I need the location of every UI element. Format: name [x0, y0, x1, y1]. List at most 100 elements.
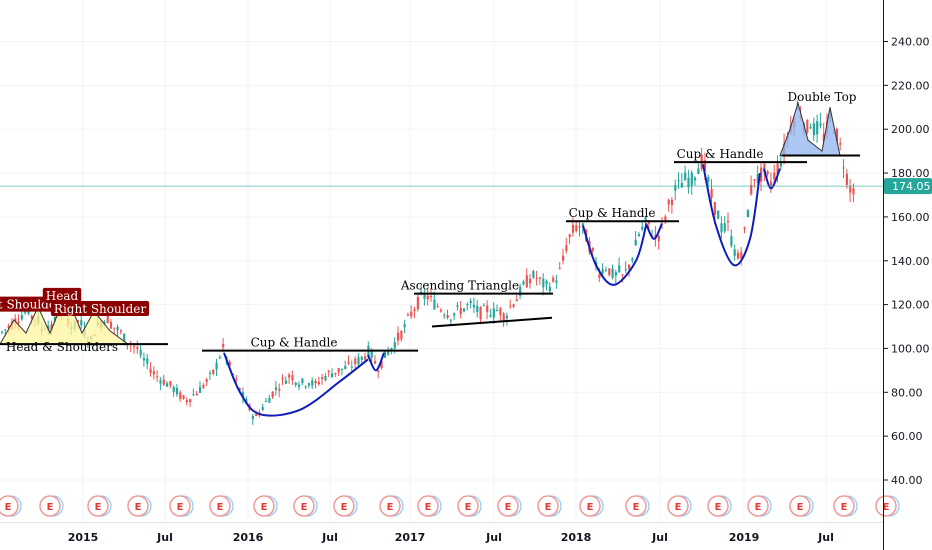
candle-body — [694, 177, 697, 181]
candle-body — [624, 269, 627, 271]
candle-body — [459, 308, 462, 315]
last-price-value: 174.05 — [892, 180, 931, 193]
candle-body — [113, 327, 116, 329]
candle-body — [208, 373, 212, 375]
pattern-label: Head & Shoulders — [6, 340, 118, 354]
candle-body — [443, 314, 446, 316]
earnings-marker[interactable] — [625, 495, 647, 517]
earnings-marker[interactable] — [379, 495, 401, 517]
candle-body — [637, 234, 641, 237]
candle-body — [133, 345, 136, 348]
candle-body — [750, 184, 753, 195]
earnings-marker[interactable] — [253, 495, 275, 517]
candle-body — [845, 173, 848, 185]
pattern-label: Ascending Triangle — [400, 278, 519, 292]
earnings-marker[interactable] — [417, 495, 439, 517]
candle-body — [545, 280, 548, 285]
candle-body — [202, 385, 205, 388]
earnings-symbol: E — [505, 502, 512, 513]
candle-body — [314, 381, 317, 384]
candle-body — [486, 305, 489, 312]
pattern-label: Cup & Handle — [251, 335, 338, 349]
candle-body — [575, 225, 578, 231]
y-axis[interactable]: 240.00 220.00 200.00 180.00 160.00 140.00 120.… — [883, 36, 930, 488]
x-tick-label: Jul — [485, 531, 502, 544]
candle-body — [542, 278, 545, 288]
candle-body — [621, 274, 624, 276]
candle-body — [182, 395, 185, 399]
candle-body — [456, 305, 459, 307]
earnings-marker[interactable] — [537, 495, 559, 517]
candle-body — [136, 347, 139, 350]
candle-body — [578, 226, 581, 228]
candle-body — [281, 378, 284, 380]
candle-body — [109, 321, 113, 329]
earnings-marker[interactable] — [747, 495, 769, 517]
x-tick-label: Jul — [817, 531, 834, 544]
trend-line[interactable] — [431, 316, 553, 328]
earnings-symbol: E — [883, 502, 890, 513]
candle-body — [139, 349, 142, 356]
candle-body — [327, 371, 330, 373]
candle-body — [852, 188, 855, 195]
earnings-marker[interactable] — [87, 495, 109, 517]
candle-body — [284, 380, 287, 384]
candle-body — [499, 307, 502, 316]
candle-body — [548, 287, 551, 292]
earnings-marker[interactable] — [127, 495, 149, 517]
candle-body — [199, 386, 202, 393]
earnings-marker[interactable] — [0, 495, 19, 517]
candle-body — [350, 366, 353, 368]
candle-body — [152, 371, 155, 375]
earnings-marker[interactable] — [497, 495, 519, 517]
candle-body — [307, 383, 311, 386]
candle-body — [347, 361, 350, 364]
earnings-marker[interactable] — [789, 495, 811, 517]
candle-body — [377, 370, 380, 373]
candle-body — [321, 377, 324, 380]
earnings-marker[interactable] — [875, 495, 897, 517]
earnings-marker[interactable] — [707, 495, 729, 517]
candle-body — [278, 389, 281, 391]
candle-body — [746, 210, 749, 217]
candle-body — [317, 381, 320, 385]
candle-body — [720, 223, 723, 233]
earnings-marker[interactable] — [833, 495, 855, 517]
candle-body — [241, 392, 245, 398]
cup-curve — [645, 223, 663, 240]
y-tick-label: 140.00 — [891, 255, 930, 268]
x-axis[interactable]: 2015 Jul 2016 Jul 2017 Jul 2018 Jul 2019 Jul — [68, 531, 834, 544]
candle-body — [489, 315, 492, 317]
earnings-marker[interactable] — [169, 495, 191, 517]
earnings-marker[interactable] — [333, 495, 355, 517]
candle-body — [664, 216, 667, 221]
earnings-symbol: E — [465, 502, 472, 513]
candle-body — [776, 163, 779, 175]
x-tick-label: Jul — [321, 531, 338, 544]
candle-body — [568, 234, 571, 237]
candle-body — [304, 386, 307, 388]
earnings-marker[interactable] — [457, 495, 479, 517]
earnings-marker[interactable] — [39, 495, 61, 517]
candle-body — [736, 252, 740, 259]
earnings-marker[interactable] — [293, 495, 315, 517]
pattern-curves — [223, 164, 781, 417]
candle-body — [255, 413, 258, 416]
candle-body — [172, 386, 175, 392]
candle-body — [106, 315, 109, 324]
earnings-marker[interactable] — [579, 495, 601, 517]
earnings-symbol: E — [261, 502, 268, 513]
earnings-symbol: E — [841, 502, 848, 513]
candle-body — [842, 167, 845, 169]
y-tick-label: 220.00 — [891, 79, 930, 92]
earnings-marker[interactable] — [667, 495, 689, 517]
earnings-symbol: E — [301, 502, 308, 513]
x-tick-label: 2019 — [729, 531, 760, 544]
earnings-marker[interactable] — [209, 495, 231, 517]
pattern-label-box — [50, 300, 150, 316]
candle-body — [472, 304, 476, 308]
candle-body — [687, 177, 690, 188]
